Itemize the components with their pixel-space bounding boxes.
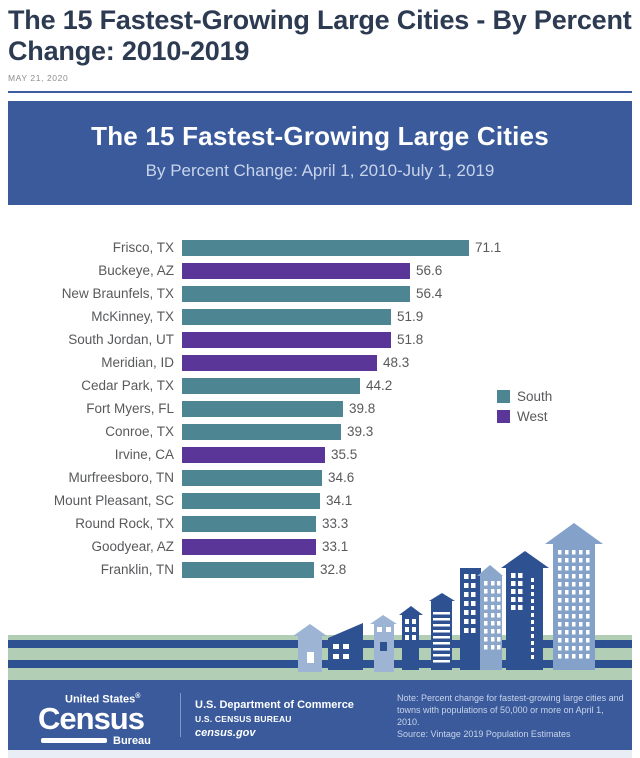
bar <box>182 423 341 440</box>
legend-item-west: West <box>497 409 552 424</box>
city-label: Goodyear, AZ <box>91 539 174 554</box>
legend-label-south: South <box>517 389 553 404</box>
bar-value: 34.1 <box>326 493 353 508</box>
bar-row: Franklin, TN 32.8 <box>8 558 632 581</box>
bar-row: Mount Pleasant, SC 34.1 <box>8 489 632 512</box>
bar-row: Cedar Park, TX 44.2 <box>8 374 632 397</box>
city-label: Meridian, ID <box>101 355 174 370</box>
city-label: South Jordan, UT <box>68 332 174 347</box>
bar <box>182 469 322 486</box>
bar <box>182 331 391 348</box>
note-block: Note: Percent change for fastest-growing… <box>397 692 625 740</box>
stripe-green <box>8 668 632 680</box>
banner-title: The 15 Fastest-Growing Large Cities <box>91 121 549 151</box>
city-label: McKinney, TX <box>91 309 174 324</box>
city-label: Murfreesboro, TN <box>68 470 174 485</box>
logo-underline-bar <box>41 738 107 744</box>
bar-chart: Frisco, TX 71.1 Buckeye, AZ 56.6 New Braunfe… <box>8 205 632 680</box>
bar <box>182 400 343 417</box>
bar-row: South Jordan, UT 51.8 <box>8 328 632 351</box>
registered-mark: ® <box>135 693 141 700</box>
bar-value: 39.3 <box>347 424 374 439</box>
banner-subtitle: By Percent Change: April 1, 2010-July 1,… <box>145 161 495 180</box>
bar-value: 33.3 <box>322 516 349 531</box>
legend-label-west: West <box>517 409 548 424</box>
census-gov-link[interactable]: census.gov <box>195 727 256 739</box>
bar-row: Goodyear, AZ 33.1 <box>8 535 632 558</box>
bar-value: 34.6 <box>328 470 355 485</box>
bar <box>182 515 316 532</box>
logo-bureau: Bureau <box>113 734 151 747</box>
bar <box>182 561 314 578</box>
south-swatch <box>497 390 510 403</box>
bar-value: 35.5 <box>331 447 358 462</box>
bar-value: 39.8 <box>349 401 376 416</box>
bar <box>182 308 391 325</box>
note-text: Note: Percent change for fastest-growing… <box>397 693 624 727</box>
city-label: Franklin, TN <box>100 562 174 577</box>
bar-row: New Braunfels, TX 56.4 <box>8 282 632 305</box>
bar <box>182 538 316 555</box>
bar-value: 51.9 <box>397 309 424 324</box>
bar-value: 71.1 <box>475 240 502 255</box>
department-block: U.S. Department of Commerce U.S. CENSUS … <box>195 699 354 739</box>
census-bureau-logo: United States® Census Bureau <box>38 691 178 747</box>
bar-value: 51.8 <box>397 332 424 347</box>
city-label: Round Rock, TX <box>75 516 174 531</box>
chart-legend: South West <box>497 389 552 429</box>
bar-value: 33.1 <box>322 539 349 554</box>
bar <box>182 262 410 279</box>
dept-commerce: U.S. Department of Commerce <box>195 699 354 711</box>
bar-row: Buckeye, AZ 56.6 <box>8 259 632 282</box>
bar-row: Irvine, CA 35.5 <box>8 443 632 466</box>
bar-value: 44.2 <box>366 378 393 393</box>
bar-row: Conroe, TX 39.3 <box>8 420 632 443</box>
bar-row: Fort Myers, FL 39.8 <box>8 397 632 420</box>
publish-date: MAY 21, 2020 <box>8 73 69 83</box>
bar <box>182 446 325 463</box>
bar-value: 56.6 <box>416 263 443 278</box>
bar-row: Meridian, ID 48.3 <box>8 351 632 374</box>
city-skyline-illustration <box>293 523 603 672</box>
logo-census: Census <box>38 700 145 736</box>
bar-value: 56.4 <box>416 286 443 301</box>
city-label: Mount Pleasant, SC <box>53 493 174 508</box>
logo-united-states: United States® <box>65 693 141 706</box>
bar-row: Murfreesboro, TN 34.6 <box>8 466 632 489</box>
city-label: Fort Myers, FL <box>86 401 174 416</box>
bottom-edge <box>8 750 632 758</box>
bar-row: McKinney, TX 51.9 <box>8 305 632 328</box>
infographic-footer: United States® Census Bureau U.S. Depart… <box>8 680 632 750</box>
city-label: New Braunfels, TX <box>61 286 174 301</box>
bar-value: 48.3 <box>383 355 410 370</box>
bar-row: Frisco, TX 71.1 <box>8 236 632 259</box>
page-header: The 15 Fastest-Growing Large Cities - By… <box>0 0 640 93</box>
infographic: The 15 Fastest-Growing Large Cities By P… <box>8 101 632 758</box>
bar <box>182 239 469 256</box>
source-text: Source: Vintage 2019 Population Estimate… <box>397 729 571 739</box>
footer-divider <box>180 693 181 737</box>
city-label: Cedar Park, TX <box>81 378 174 393</box>
header-divider <box>8 91 632 93</box>
city-label: Buckeye, AZ <box>98 263 174 278</box>
legend-item-south: South <box>497 389 552 404</box>
city-label: Frisco, TX <box>112 240 174 255</box>
page-title: The 15 Fastest-Growing Large Cities - By… <box>8 5 632 66</box>
bar <box>182 285 410 302</box>
bar <box>182 377 360 394</box>
bar <box>182 492 320 509</box>
bar-rows: Frisco, TX 71.1 Buckeye, AZ 56.6 New Braunfe… <box>8 205 632 581</box>
bar-row: Round Rock, TX 33.3 <box>8 512 632 535</box>
bar <box>182 354 377 371</box>
city-label: Irvine, CA <box>114 447 174 462</box>
bar-value: 32.8 <box>320 562 347 577</box>
dept-census-bureau: U.S. CENSUS BUREAU <box>195 714 292 724</box>
west-swatch <box>497 410 510 423</box>
infographic-banner: The 15 Fastest-Growing Large Cities By P… <box>8 101 632 205</box>
city-label: Conroe, TX <box>105 424 174 439</box>
